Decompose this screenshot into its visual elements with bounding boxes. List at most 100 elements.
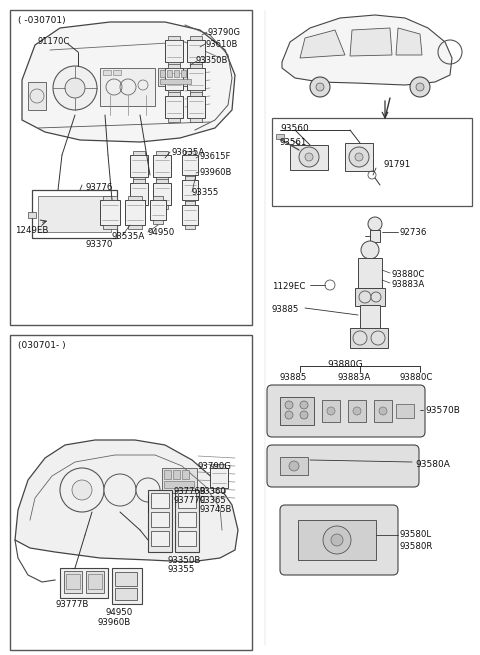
Circle shape [300,401,308,409]
Bar [151,531,169,546]
Text: 93960B: 93960B [200,168,232,177]
Text: 93360: 93360 [200,487,227,496]
Text: 93960B: 93960B [98,618,131,627]
Bar [115,588,137,600]
Circle shape [331,534,343,546]
Bar [348,400,366,422]
Circle shape [136,478,160,502]
Bar [210,468,228,488]
Bar [100,68,155,106]
Bar [156,205,168,209]
Bar [272,118,472,206]
Text: (030701- ): (030701- ) [18,341,66,350]
Bar [66,574,80,589]
Text: ( -030701): ( -030701) [18,16,66,25]
FancyBboxPatch shape [280,505,398,575]
Text: 91791: 91791 [384,160,411,169]
Bar [115,572,137,586]
Bar [133,177,145,181]
Bar [125,200,145,225]
Circle shape [353,331,367,345]
Circle shape [60,468,104,512]
Bar [32,190,117,238]
Text: 93535A: 93535A [112,232,145,241]
Bar [165,40,183,62]
Text: 93885: 93885 [272,305,300,314]
Circle shape [72,480,92,500]
Bar [276,134,284,139]
Bar [133,179,145,183]
Bar [322,400,340,422]
Bar [64,571,82,593]
Text: 93880C: 93880C [392,270,425,279]
Text: 93615F: 93615F [200,152,231,161]
Bar [168,90,180,94]
Text: 94950: 94950 [105,608,132,617]
Circle shape [371,331,385,345]
FancyBboxPatch shape [267,445,419,487]
Bar [128,225,142,229]
Bar [100,200,120,225]
Text: 93880C: 93880C [400,373,433,382]
Bar [150,200,166,220]
Bar [133,205,145,209]
Bar [178,531,196,546]
Circle shape [416,83,424,91]
Circle shape [305,153,313,161]
Bar [103,70,111,75]
Bar [168,64,180,68]
Text: 93880G: 93880G [327,360,363,369]
Bar [178,493,196,508]
Text: 93355: 93355 [192,188,219,197]
Bar [112,568,142,604]
Bar [168,118,180,122]
Circle shape [316,83,324,91]
Bar [158,68,193,86]
Text: 91170C: 91170C [38,37,70,46]
Bar [164,470,171,479]
Bar [280,457,308,475]
Bar [173,470,180,479]
Circle shape [355,153,363,161]
Text: 1249EB: 1249EB [15,226,48,235]
Circle shape [289,461,299,471]
Circle shape [361,241,379,259]
Circle shape [300,411,308,419]
Bar [130,183,148,205]
Bar [178,512,196,527]
Bar [396,404,414,418]
Text: 1129EC: 1129EC [272,282,305,291]
Text: 93560: 93560 [280,124,309,133]
Bar [185,176,195,180]
Bar [182,180,198,200]
Circle shape [104,474,136,506]
Bar [182,470,189,479]
Bar [156,177,168,181]
Bar [185,225,195,229]
Text: 93635A: 93635A [172,148,205,157]
Bar [165,68,183,90]
Polygon shape [350,28,392,56]
Bar [160,70,165,77]
Bar [350,328,388,348]
Text: 94950: 94950 [148,228,175,237]
Bar [190,118,202,122]
Bar [28,212,36,218]
Bar [38,196,111,232]
Bar [10,335,252,650]
Bar [153,196,163,200]
Circle shape [368,217,382,231]
Bar [162,468,197,493]
Bar [103,225,117,229]
Bar [156,179,168,183]
FancyBboxPatch shape [267,385,425,437]
Bar [182,205,198,225]
Bar [168,62,180,66]
Bar [358,258,382,288]
Bar [168,92,180,96]
Circle shape [371,292,381,302]
Bar [10,10,252,325]
Bar [185,201,195,205]
Bar [103,196,117,200]
Bar [113,70,121,75]
